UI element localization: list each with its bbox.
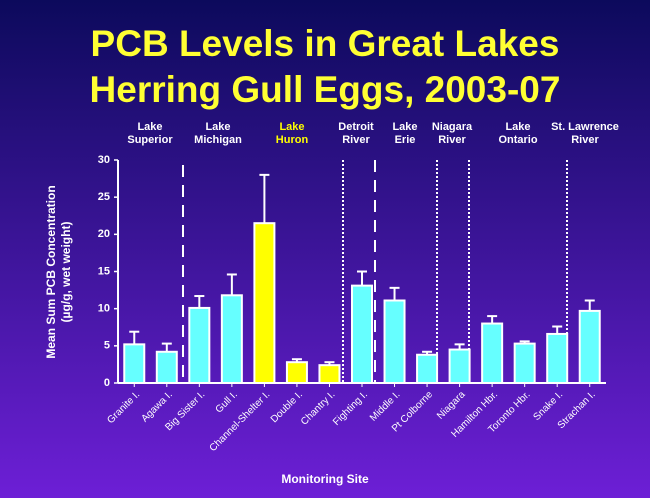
- group-label: River: [342, 134, 370, 146]
- bar: [253, 222, 276, 384]
- bar: [188, 306, 211, 385]
- bar: [318, 364, 341, 385]
- y-tick-label: 25: [98, 191, 110, 203]
- y-axis-title: Mean Sum PCB Concentration (µg/g, wet we…: [44, 185, 73, 358]
- group-label: Lake: [205, 121, 230, 133]
- y-tick-label: 20: [98, 228, 110, 240]
- bar: [513, 342, 536, 384]
- group-label: Lake: [505, 121, 530, 133]
- y-tick-label: 5: [104, 340, 110, 352]
- bar: [416, 353, 439, 384]
- bar: [351, 284, 373, 384]
- y-tick-label: 15: [98, 265, 110, 277]
- group-label: Lake: [137, 121, 162, 133]
- x-axis-title: Monitoring Site: [281, 472, 369, 486]
- y-tick-label: 10: [98, 303, 110, 315]
- group-label: St. Lawrence: [551, 121, 619, 133]
- bar: [448, 348, 471, 384]
- bar: [285, 361, 308, 385]
- bar: [546, 332, 569, 385]
- group-label: Lake: [392, 121, 417, 133]
- group-label: Lake: [279, 121, 304, 133]
- group-label: River: [571, 134, 599, 146]
- y-axis-title-line: Mean Sum PCB Concentration: [44, 185, 58, 358]
- bar: [383, 299, 406, 384]
- group-label: Michigan: [194, 134, 242, 146]
- group-label: River: [438, 134, 466, 146]
- bar: [220, 294, 243, 384]
- bar: [123, 343, 146, 385]
- title-line: Herring Gull Eggs, 2003-07: [90, 69, 561, 110]
- y-tick-label: 0: [104, 377, 110, 389]
- title-line: PCB Levels in Great Lakes: [91, 23, 560, 64]
- y-axis-title-line: (µg/g, wet weight): [59, 222, 73, 323]
- group-label: Ontario: [498, 134, 537, 146]
- bar: [481, 322, 504, 384]
- group-label: Erie: [395, 134, 416, 146]
- group-label: Superior: [127, 134, 173, 146]
- bar: [155, 350, 178, 384]
- bar: [578, 309, 601, 384]
- y-tick-label: 30: [98, 154, 110, 166]
- group-label: Niagara: [432, 121, 473, 133]
- group-label: Huron: [276, 134, 309, 146]
- group-label: Detroit: [338, 121, 374, 133]
